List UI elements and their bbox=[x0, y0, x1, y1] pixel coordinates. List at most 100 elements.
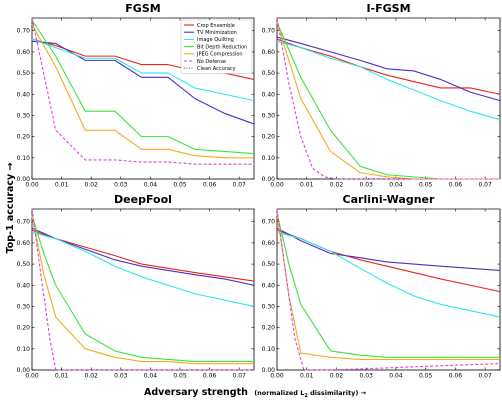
y-tick-label: 0.70 bbox=[17, 219, 31, 226]
series-image-quilting bbox=[31, 231, 255, 307]
y-tick-label: 0.70 bbox=[17, 28, 31, 35]
y-tick-label: 0.60 bbox=[262, 240, 276, 247]
plot-frame bbox=[276, 208, 501, 371]
x-tick-label: 0.00 bbox=[25, 373, 39, 380]
x-axis-label-subscript: 2 bbox=[304, 393, 308, 399]
y-tick-label: 0.30 bbox=[17, 112, 31, 119]
x-tick-label: 0.02 bbox=[330, 182, 344, 189]
x-tick-label: 0.06 bbox=[203, 373, 217, 380]
y-tick-label: 0.30 bbox=[262, 303, 276, 310]
series-image-quilting bbox=[276, 40, 501, 121]
series-crop-ensemble bbox=[276, 229, 501, 293]
plot-frame bbox=[31, 208, 255, 371]
y-tick-label: 0.30 bbox=[262, 112, 276, 119]
x-tick-label: 0.05 bbox=[173, 373, 187, 380]
y-tick-label: 0.10 bbox=[262, 346, 276, 353]
y-tick-label: 0.50 bbox=[17, 261, 31, 268]
series-tv-minimization bbox=[276, 36, 501, 102]
y-tick-label: 0.00 bbox=[262, 176, 276, 183]
legend-entry-crop-ensemble: Crop Ensemble bbox=[197, 23, 235, 29]
x-tick-label: 0.02 bbox=[85, 182, 99, 189]
y-tick-label: 0.10 bbox=[17, 155, 31, 162]
x-tick-label: 0.07 bbox=[233, 373, 247, 380]
y-tick-label: 0.40 bbox=[17, 282, 31, 289]
x-tick-label: 0.01 bbox=[300, 373, 314, 380]
y-tick-label: 0.10 bbox=[262, 155, 276, 162]
x-tick-label: 0.00 bbox=[270, 373, 284, 380]
x-axis-label-main: Adversary strength bbox=[144, 387, 248, 398]
y-tick-label: 0.20 bbox=[262, 134, 276, 141]
series-tv-minimization bbox=[31, 40, 255, 125]
y-tick-label: 0.30 bbox=[17, 303, 31, 310]
y-tick-label: 0.40 bbox=[17, 91, 31, 98]
plot-frame bbox=[276, 17, 501, 180]
x-tick-label: 0.05 bbox=[419, 373, 433, 380]
series-jpeg-compression bbox=[31, 215, 254, 365]
y-tick-label: 0.50 bbox=[262, 70, 276, 77]
x-tick-label: 0.03 bbox=[360, 182, 374, 189]
y-tick-label: 0.20 bbox=[262, 325, 276, 332]
panel-carlini-wagner: Carlini-Wagner 0.00 0.10 0.20 0.30 0.40 0.50 0.… bbox=[262, 193, 501, 380]
y-tick-label: 0.10 bbox=[17, 346, 31, 353]
x-tick-label: 0.06 bbox=[449, 373, 463, 380]
y-tick-label: 0.40 bbox=[262, 282, 276, 289]
y-tick-label: 0.00 bbox=[17, 367, 31, 374]
x-axis-label: Adversary strength (normalized L2 dissim… bbox=[144, 387, 367, 399]
series-image-quilting bbox=[31, 38, 255, 102]
panel-i-fgsm: I-FGSM 0.00 0.10 0.20 0.30 0.40 0.50 0.60 0.70 0.… bbox=[262, 2, 501, 189]
y-tick-label: 0.40 bbox=[262, 91, 276, 98]
series-tv-minimization bbox=[276, 227, 501, 271]
series-no-defense bbox=[276, 208, 501, 371]
x-tick-label: 0.04 bbox=[389, 373, 403, 380]
x-tick-label: 0.07 bbox=[478, 182, 492, 189]
x-tick-label: 0.03 bbox=[114, 182, 128, 189]
panel-fgsm: FGSM 0.00 0.10 0.20 0.30 0.40 0.50 0.60 0.70 0.00… bbox=[17, 2, 255, 189]
y-tick-label: 0.60 bbox=[262, 49, 276, 56]
x-tick-label: 0.01 bbox=[55, 182, 69, 189]
series-no-defense bbox=[276, 17, 500, 180]
series-crop-ensemble bbox=[31, 229, 255, 282]
x-tick-label: 0.06 bbox=[449, 182, 463, 189]
series-no-defense bbox=[31, 17, 254, 165]
x-tick-label: 0.07 bbox=[478, 373, 492, 380]
x-tick-label: 0.04 bbox=[389, 182, 403, 189]
y-tick-label: 0.50 bbox=[17, 70, 31, 77]
legend-entry-no-defense: No Defense bbox=[197, 59, 226, 65]
series-bit-depth-reduction bbox=[276, 213, 500, 358]
panel-title-carlini-wagner: Carlini-Wagner bbox=[343, 193, 435, 206]
y-tick-label: 0.70 bbox=[262, 219, 276, 226]
legend-entry-jpeg-compression: JPEG Compression bbox=[196, 52, 243, 58]
y-tick-label: 0.20 bbox=[17, 325, 31, 332]
y-tick-label: 0.70 bbox=[262, 28, 276, 35]
y-tick-label: 0.20 bbox=[17, 134, 31, 141]
legend-entry-clean-accuracy: Clean Accuracy bbox=[197, 66, 236, 72]
y-axis-label: Top-1 accuracy → bbox=[5, 162, 16, 253]
series-bit-depth-reduction bbox=[31, 215, 254, 363]
x-tick-label: 0.05 bbox=[419, 182, 433, 189]
x-axis-label-paren: (normalized L bbox=[254, 389, 304, 397]
x-tick-label: 0.00 bbox=[270, 182, 284, 189]
y-tick-label: 0.50 bbox=[262, 261, 276, 268]
x-tick-label: 0.00 bbox=[25, 182, 39, 189]
panel-title-deepfool: DeepFool bbox=[114, 193, 172, 206]
y-tick-label: 0.00 bbox=[17, 176, 31, 183]
x-tick-label: 0.07 bbox=[233, 182, 247, 189]
x-tick-label: 0.04 bbox=[144, 182, 158, 189]
legend-entry-tv-minimization: TV Minimization bbox=[196, 30, 237, 36]
x-tick-label: 0.01 bbox=[300, 182, 314, 189]
series-bit-depth-reduction bbox=[31, 19, 255, 155]
y-tick-label: 0.60 bbox=[17, 240, 31, 247]
series-jpeg-compression bbox=[276, 213, 500, 360]
series-image-quilting bbox=[276, 231, 501, 318]
x-tick-label: 0.04 bbox=[144, 373, 158, 380]
x-tick-label: 0.06 bbox=[203, 182, 217, 189]
series-jpeg-compression bbox=[31, 24, 254, 159]
legend-entry-image-quilting: Image Quilting bbox=[197, 37, 234, 43]
x-tick-label: 0.03 bbox=[360, 373, 374, 380]
x-tick-label: 0.01 bbox=[55, 373, 69, 380]
x-tick-label: 0.05 bbox=[173, 182, 187, 189]
panel-title-fgsm: FGSM bbox=[125, 2, 160, 15]
x-tick-label: 0.03 bbox=[114, 373, 128, 380]
